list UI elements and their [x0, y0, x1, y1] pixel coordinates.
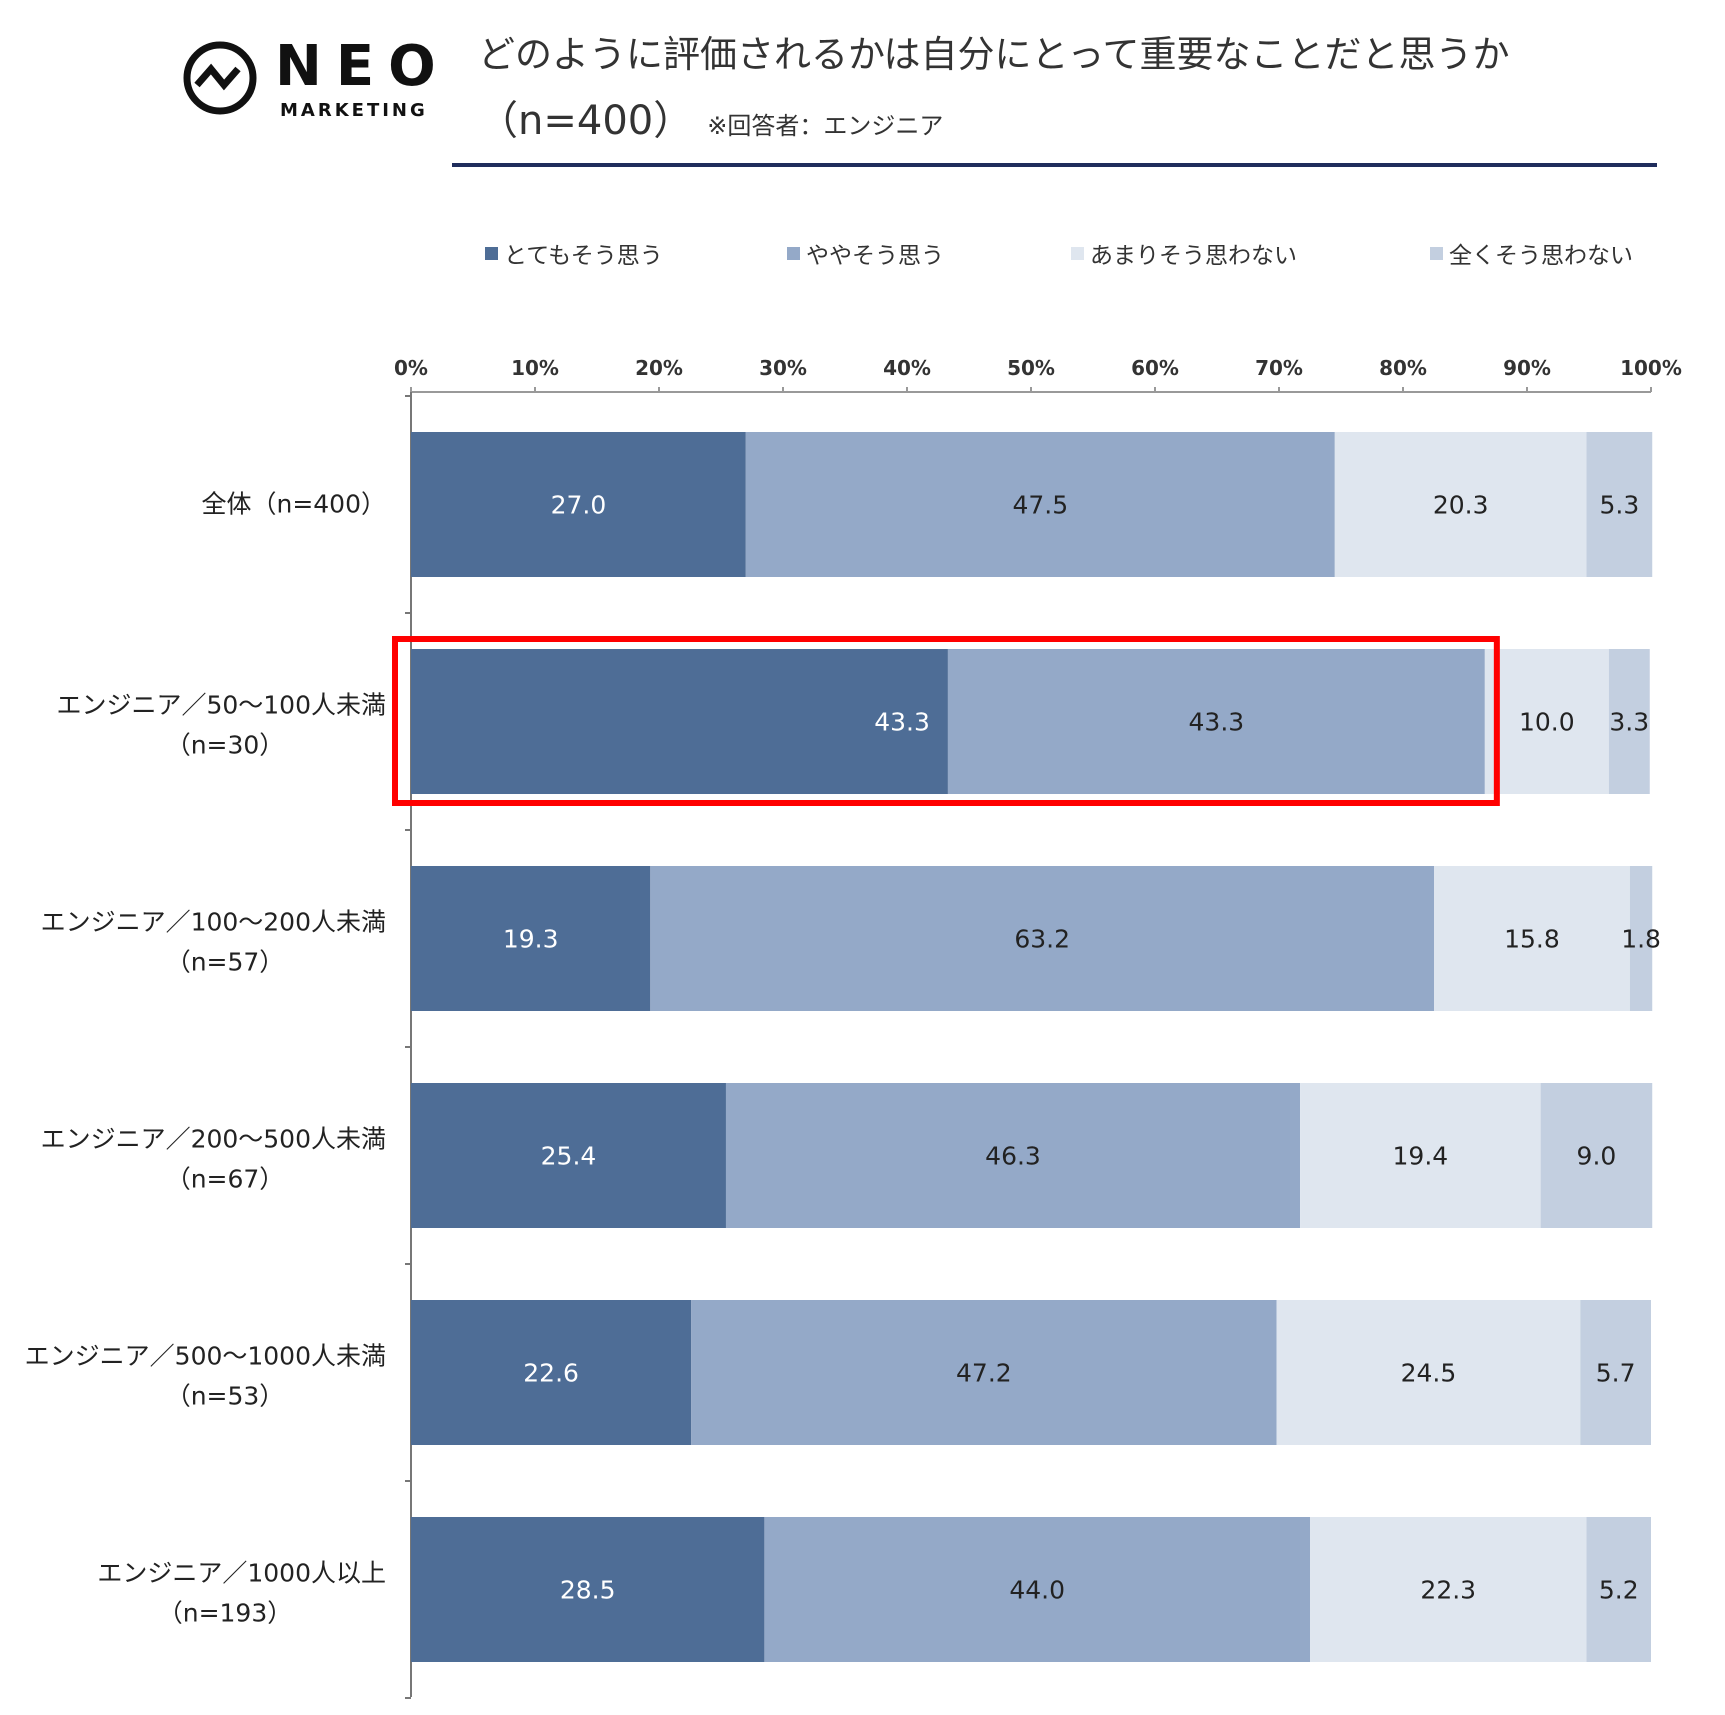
legend-label-very: とてもそう思う — [504, 243, 663, 269]
data-label: 5.7 — [1596, 1359, 1636, 1388]
data-label: 10.0 — [1519, 708, 1575, 737]
category-label: エンジニア／1000人以上 — [97, 1559, 386, 1588]
data-label: 22.3 — [1420, 1576, 1476, 1605]
data-label: 27.0 — [551, 491, 607, 520]
bar-segment — [1310, 1517, 1587, 1662]
data-label: 15.8 — [1504, 925, 1560, 954]
bar-segment — [1484, 649, 1609, 794]
bar-segment — [1580, 1300, 1651, 1445]
data-label: 5.3 — [1599, 491, 1639, 520]
category-label: （n=30） — [166, 731, 285, 760]
bar-segment — [411, 432, 746, 577]
title-divider — [452, 163, 1657, 167]
bar-segment — [650, 866, 1434, 1011]
data-label: 63.2 — [1014, 925, 1070, 954]
data-label: 43.3 — [1189, 708, 1245, 737]
data-label: 43.3 — [874, 708, 930, 737]
legend-label-somewhat: ややそう思う — [806, 243, 944, 269]
category-label: （n=193） — [158, 1599, 293, 1628]
bar-segment — [1300, 1083, 1541, 1228]
chart-title: どのように評価されるかは自分にとって重要なことだと思うか — [478, 33, 1510, 76]
chart-subtitle: （n=400） ※回答者：エンジニア — [478, 88, 943, 146]
legend-label-not-much: あまりそう思わない — [1090, 243, 1297, 269]
category-label: （n=57） — [166, 948, 285, 977]
data-label: 9.0 — [1577, 1142, 1617, 1171]
bar-segment — [1540, 1083, 1653, 1228]
data-label: 47.5 — [1012, 491, 1068, 520]
logo-word: NEO — [275, 34, 450, 99]
legend-item-very: とてもそう思う — [485, 236, 663, 270]
data-label: 46.3 — [985, 1142, 1041, 1171]
bar-segment — [725, 1083, 1301, 1228]
bar-segment — [411, 866, 651, 1011]
sample-size: （n=400） — [478, 98, 694, 144]
data-label: 19.3 — [503, 925, 559, 954]
bar-segment — [411, 1083, 726, 1228]
bar-segment — [1276, 1300, 1581, 1445]
legend-swatch-very — [485, 246, 498, 260]
data-label: 47.2 — [956, 1359, 1012, 1388]
legend-label-not-at-all: 全くそう思わない — [1449, 243, 1633, 269]
data-label: 28.5 — [560, 1576, 616, 1605]
bar-segment — [947, 649, 1485, 794]
category-label: （n=67） — [166, 1165, 285, 1194]
category-label: （n=53） — [166, 1382, 285, 1411]
x-tick-label: 20% — [635, 356, 683, 380]
brand-logo: NEO MARKETING — [180, 34, 436, 128]
x-tick-label: 40% — [883, 356, 931, 380]
bar-segment — [411, 1300, 692, 1445]
respondent-note: ※回答者：エンジニア — [707, 112, 944, 140]
legend-swatch-somewhat — [787, 246, 800, 260]
bar-segment — [745, 432, 1335, 577]
logo-subtitle: MARKETING — [280, 100, 428, 121]
data-label: 20.3 — [1433, 491, 1489, 520]
data-label: 5.2 — [1599, 1576, 1639, 1605]
legend-item-not-at-all: 全くそう思わない — [1430, 236, 1633, 270]
bar-segment — [764, 1517, 1310, 1662]
data-label: 24.5 — [1401, 1359, 1457, 1388]
data-label: 1.8 — [1621, 925, 1661, 954]
x-tick-label: 0% — [394, 356, 428, 380]
category-label: 全体（n=400） — [201, 490, 386, 519]
data-label: 19.4 — [1393, 1142, 1449, 1171]
legend-item-not-much: あまりそう思わない — [1071, 236, 1297, 270]
data-label: 25.4 — [541, 1142, 597, 1171]
bar-segment — [1629, 866, 1653, 1011]
legend-swatch-not-at-all — [1430, 246, 1443, 260]
x-tick-label: 100% — [1620, 356, 1682, 380]
bar-segment — [1586, 1517, 1651, 1662]
x-tick-label: 30% — [759, 356, 807, 380]
x-tick-label: 80% — [1379, 356, 1427, 380]
category-label: エンジニア／200～500人未満 — [41, 1125, 386, 1154]
category-label: エンジニア／50～100人未満 — [56, 691, 386, 720]
legend-item-somewhat: ややそう思う — [787, 236, 944, 270]
data-label: 44.0 — [1009, 1576, 1065, 1605]
highlight-box — [392, 636, 1500, 806]
category-label: エンジニア／100～200人未満 — [41, 908, 386, 937]
data-label: 3.3 — [1609, 708, 1649, 737]
bar-segment — [1608, 649, 1650, 794]
neo-logo-icon — [183, 41, 257, 115]
data-label: 22.6 — [523, 1359, 579, 1388]
legend-swatch-not-much — [1071, 246, 1084, 260]
x-tick-label: 90% — [1503, 356, 1551, 380]
bar-segment — [691, 1300, 1277, 1445]
x-tick-label: 50% — [1007, 356, 1055, 380]
bar-segment — [1434, 866, 1630, 1011]
bar-segment — [1334, 432, 1587, 577]
x-tick-label: 60% — [1131, 356, 1179, 380]
bar-segment — [411, 649, 948, 794]
bar-segment — [1586, 432, 1653, 577]
bar-segment — [411, 1517, 765, 1662]
x-tick-label: 10% — [511, 356, 559, 380]
x-tick-label: 70% — [1255, 356, 1303, 380]
category-label: エンジニア／500～1000人未満 — [25, 1342, 386, 1371]
